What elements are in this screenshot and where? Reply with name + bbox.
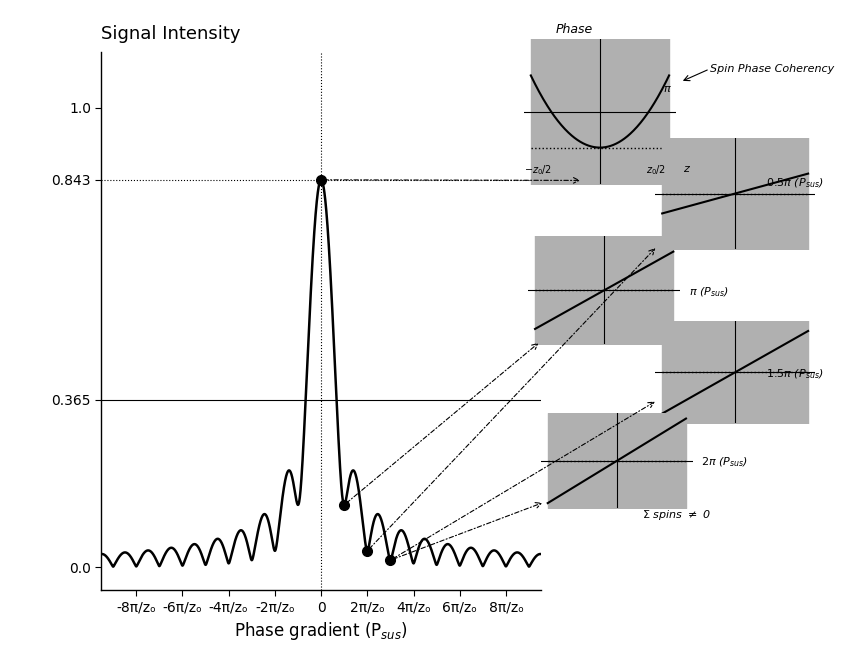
Text: $-z_0/2$: $-z_0/2$ (523, 163, 551, 177)
Text: $z$: $z$ (682, 164, 690, 174)
Text: $\pi$: $\pi$ (663, 83, 671, 94)
Text: $2\pi$ (P$_{sus}$): $2\pi$ (P$_{sus}$) (701, 456, 748, 469)
Text: $1.5\pi$ (P$_{sus}$): $1.5\pi$ (P$_{sus}$) (766, 367, 823, 380)
X-axis label: Phase gradient (P$_{sus}$): Phase gradient (P$_{sus}$) (234, 621, 408, 642)
Text: Phase: Phase (555, 23, 592, 36)
Text: $\pi$ (P$_{sus}$): $\pi$ (P$_{sus}$) (688, 285, 728, 298)
Text: Spin Phase Coherency: Spin Phase Coherency (709, 64, 833, 74)
Text: $z_0/2$: $z_0/2$ (646, 163, 666, 177)
Text: $0.5\pi$ (P$_{sus}$): $0.5\pi$ (P$_{sus}$) (766, 177, 823, 190)
Text: Signal Intensity: Signal Intensity (101, 24, 241, 43)
Text: $\Sigma$ spins $\neq$ 0: $\Sigma$ spins $\neq$ 0 (641, 508, 710, 522)
